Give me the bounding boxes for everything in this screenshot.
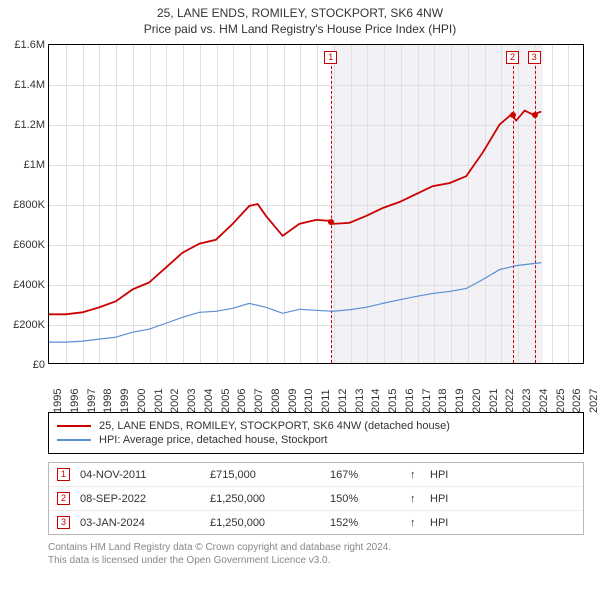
- footer-line1: Contains HM Land Registry data © Crown c…: [48, 541, 580, 554]
- x-tick-label: 1995: [52, 389, 64, 413]
- x-tick-label: 2023: [521, 389, 533, 413]
- x-tick-label: 1997: [86, 389, 98, 413]
- y-tick-label: £1.4M: [1, 79, 45, 91]
- x-tick-label: 2008: [270, 389, 282, 413]
- tx-price: £1,250,000: [210, 493, 320, 505]
- x-tick-label: 2027: [588, 389, 600, 413]
- tx-pct: 152%: [330, 517, 400, 529]
- legend-swatch: [57, 425, 91, 427]
- tx-date: 04-NOV-2011: [80, 469, 200, 481]
- tx-index-box: 2: [57, 492, 70, 505]
- x-tick-label: 2009: [287, 389, 299, 413]
- x-tick-label: 2005: [220, 389, 232, 413]
- series-hpi: [49, 263, 541, 343]
- up-arrow-icon: ↑: [410, 517, 420, 529]
- tx-rel: HPI: [430, 517, 448, 529]
- x-tick-label: 2000: [136, 389, 148, 413]
- y-tick-label: £1.6M: [1, 39, 45, 51]
- chart-area: £0£200K£400K£600K£800K£1M£1.2M£1.4M£1.6M…: [48, 44, 584, 364]
- x-tick-label: 2022: [504, 389, 516, 413]
- x-tick-label: 2007: [253, 389, 265, 413]
- transaction-table: 1 04-NOV-2011 £715,000 167% ↑ HPI 2 08-SEP-2022…: [48, 462, 584, 535]
- transaction-row: 2 08-SEP-2022 £1,250,000 150% ↑ HPI: [49, 486, 583, 510]
- tx-price: £715,000: [210, 469, 320, 481]
- up-arrow-icon: ↑: [410, 493, 420, 505]
- x-tick-label: 1998: [102, 389, 114, 413]
- x-tick-label: 2024: [538, 389, 550, 413]
- x-tick-label: 2014: [370, 389, 382, 413]
- tx-pct: 150%: [330, 493, 400, 505]
- tx-rel: HPI: [430, 493, 448, 505]
- y-tick-label: £0: [1, 359, 45, 371]
- x-tick-label: 2004: [203, 389, 215, 413]
- x-tick-label: 2003: [186, 389, 198, 413]
- x-tick-label: 1996: [69, 389, 81, 413]
- x-tick-label: 2026: [571, 389, 583, 413]
- x-tick-label: 2017: [421, 389, 433, 413]
- y-tick-label: £1M: [1, 159, 45, 171]
- tx-price: £1,250,000: [210, 517, 320, 529]
- title-line2: Price paid vs. HM Land Registry's House …: [10, 22, 590, 36]
- y-tick-label: £200K: [1, 319, 45, 331]
- tx-date: 03-JAN-2024: [80, 517, 200, 529]
- title-block: 25, LANE ENDS, ROMILEY, STOCKPORT, SK6 4…: [0, 0, 600, 40]
- x-tick-label: 2010: [303, 389, 315, 413]
- series-property_price: [49, 111, 541, 315]
- x-tick-label: 2016: [404, 389, 416, 413]
- x-tick-label: 2019: [454, 389, 466, 413]
- legend-label: 25, LANE ENDS, ROMILEY, STOCKPORT, SK6 4…: [99, 420, 450, 432]
- legend-label: HPI: Average price, detached house, Stoc…: [99, 434, 328, 446]
- title-line1: 25, LANE ENDS, ROMILEY, STOCKPORT, SK6 4…: [10, 6, 590, 20]
- x-tick-label: 2001: [153, 389, 165, 413]
- tx-rel: HPI: [430, 469, 448, 481]
- x-tick-label: 2020: [471, 389, 483, 413]
- tx-date: 08-SEP-2022: [80, 493, 200, 505]
- x-tick-label: 2018: [437, 389, 449, 413]
- x-tick-label: 2025: [555, 389, 567, 413]
- x-tick-label: 2002: [169, 389, 181, 413]
- legend: 25, LANE ENDS, ROMILEY, STOCKPORT, SK6 4…: [48, 412, 584, 454]
- tx-pct: 167%: [330, 469, 400, 481]
- y-tick-label: £1.2M: [1, 119, 45, 131]
- y-tick-label: £400K: [1, 279, 45, 291]
- x-tick-label: 2006: [236, 389, 248, 413]
- footer-line2: This data is licensed under the Open Gov…: [48, 554, 580, 567]
- tx-index-box: 1: [57, 468, 70, 481]
- tx-index-box: 3: [57, 516, 70, 529]
- x-tick-label: 2011: [320, 389, 332, 413]
- transaction-row: 1 04-NOV-2011 £715,000 167% ↑ HPI: [49, 463, 583, 486]
- legend-row: HPI: Average price, detached house, Stoc…: [57, 433, 575, 447]
- x-tick-label: 2021: [488, 389, 500, 413]
- y-tick-label: £600K: [1, 239, 45, 251]
- chart-container: 25, LANE ENDS, ROMILEY, STOCKPORT, SK6 4…: [0, 0, 600, 590]
- x-tick-label: 2015: [387, 389, 399, 413]
- x-tick-label: 1999: [119, 389, 131, 413]
- transaction-row: 3 03-JAN-2024 £1,250,000 152% ↑ HPI: [49, 510, 583, 534]
- x-tick-label: 2012: [337, 389, 349, 413]
- footer: Contains HM Land Registry data © Crown c…: [16, 541, 584, 573]
- y-tick-label: £800K: [1, 199, 45, 211]
- legend-row: 25, LANE ENDS, ROMILEY, STOCKPORT, SK6 4…: [57, 419, 575, 433]
- x-tick-label: 2013: [354, 389, 366, 413]
- legend-swatch: [57, 439, 91, 440]
- up-arrow-icon: ↑: [410, 469, 420, 481]
